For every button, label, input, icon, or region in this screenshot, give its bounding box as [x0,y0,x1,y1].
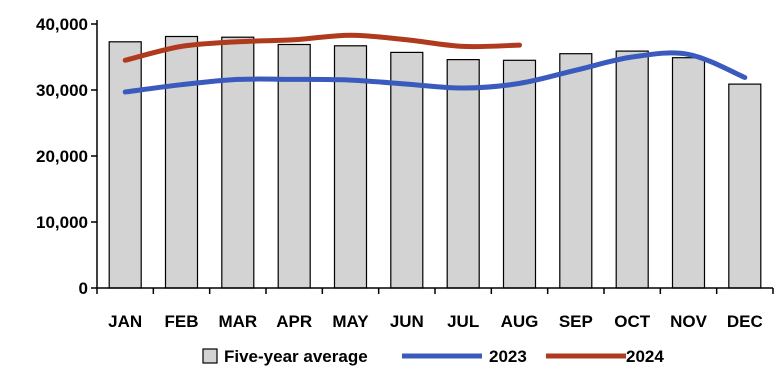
line-series [122,32,748,95]
bar-dec [728,83,762,289]
y-tick-label: 40,000 [36,15,88,34]
bar-apr [277,43,311,289]
y-tick-label: 30,000 [36,81,88,100]
legend-label-five-year-average: Five-year average [224,347,368,366]
bar-nov [671,57,706,289]
line-2023 [122,50,748,95]
bar-jun [390,51,424,289]
y-tick-label: 20,000 [36,147,88,166]
x-tick-label-feb: FEB [165,312,199,331]
x-tick-label-jun: JUN [390,312,424,331]
x-tick-label-apr: APR [276,312,312,331]
bar-series [108,35,762,289]
x-tick-label-sep: SEP [559,312,593,331]
line-2024 [122,32,522,63]
legend-label-2023: 2023 [489,347,527,366]
bar-aug [502,59,537,289]
y-tick-label: 10,000 [36,213,88,232]
x-tick-label-nov: NOV [670,312,708,331]
bar-sep [559,53,593,289]
bar-may [333,45,368,289]
x-tick-label-oct: OCT [614,312,651,331]
bar-feb [164,35,199,289]
bar-oct [615,50,649,289]
bar-mar [221,36,255,289]
x-axis-ticks: JAN FEB MAR APR MAY JUN JUL AUG SEP OCT NOV DEC [96,288,774,331]
y-axis-ticks: 0 10,000 20,000 30,000 40,000 [36,15,97,298]
legend: Five-year average 2023 2024 [202,347,664,366]
x-tick-label-may: MAY [332,312,369,331]
x-tick-label-mar: MAR [218,312,257,331]
legend-label-2024: 2024 [626,347,664,366]
y-tick-label: 0 [79,279,88,298]
x-tick-label-jul: JUL [447,312,479,331]
x-tick-label-aug: AUG [501,312,539,331]
x-tick-label-dec: DEC [727,312,763,331]
legend-swatch-five-year-average [202,348,218,364]
axes [96,20,773,289]
bar-jul [446,58,480,289]
bar-jan [108,41,142,289]
x-tick-label-jan: JAN [108,312,142,331]
